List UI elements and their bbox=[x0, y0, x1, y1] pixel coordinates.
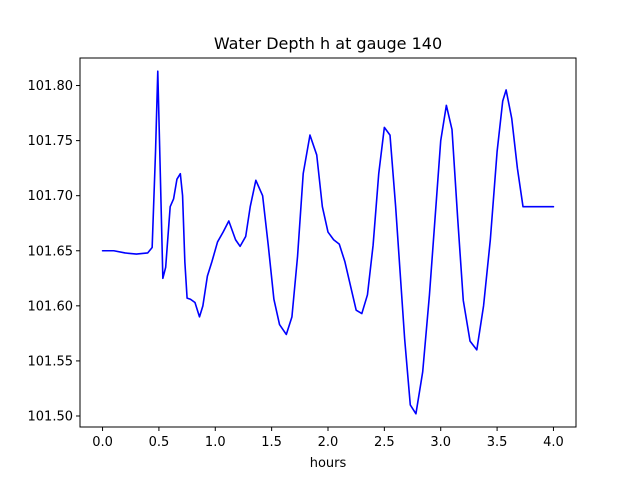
x-tick-label: 4.0 bbox=[543, 435, 564, 450]
y-tick-label: 101.50 bbox=[28, 409, 74, 424]
y-tick-label: 101.80 bbox=[28, 79, 74, 94]
x-tick-label: 0.5 bbox=[149, 435, 170, 450]
y-tick-label: 101.65 bbox=[28, 244, 74, 259]
x-tick-label: 3.0 bbox=[430, 435, 451, 450]
x-tick-label: 3.5 bbox=[487, 435, 508, 450]
plot-area: 0.0 0.5 1.0 1.5 2.0 2.5 3.0 3.5 4.0 101.50 101.55 1… bbox=[28, 57, 577, 450]
series-line-0 bbox=[101, 70, 555, 415]
x-tick-label: 2.0 bbox=[318, 435, 339, 450]
x-axis-label: hours bbox=[310, 456, 347, 471]
x-tick-label: 2.5 bbox=[374, 435, 395, 450]
y-tick-label: 101.75 bbox=[28, 134, 74, 149]
chart-title: Water Depth h at gauge 140 bbox=[214, 34, 442, 53]
x-tick-label: 1.0 bbox=[205, 435, 226, 450]
y-tick-label: 101.60 bbox=[28, 299, 74, 314]
x-tick-label: 1.5 bbox=[261, 435, 282, 450]
y-tick-label: 101.55 bbox=[28, 354, 74, 369]
x-tick-label: 0.0 bbox=[92, 435, 113, 450]
y-tick-label: 101.70 bbox=[28, 189, 74, 204]
